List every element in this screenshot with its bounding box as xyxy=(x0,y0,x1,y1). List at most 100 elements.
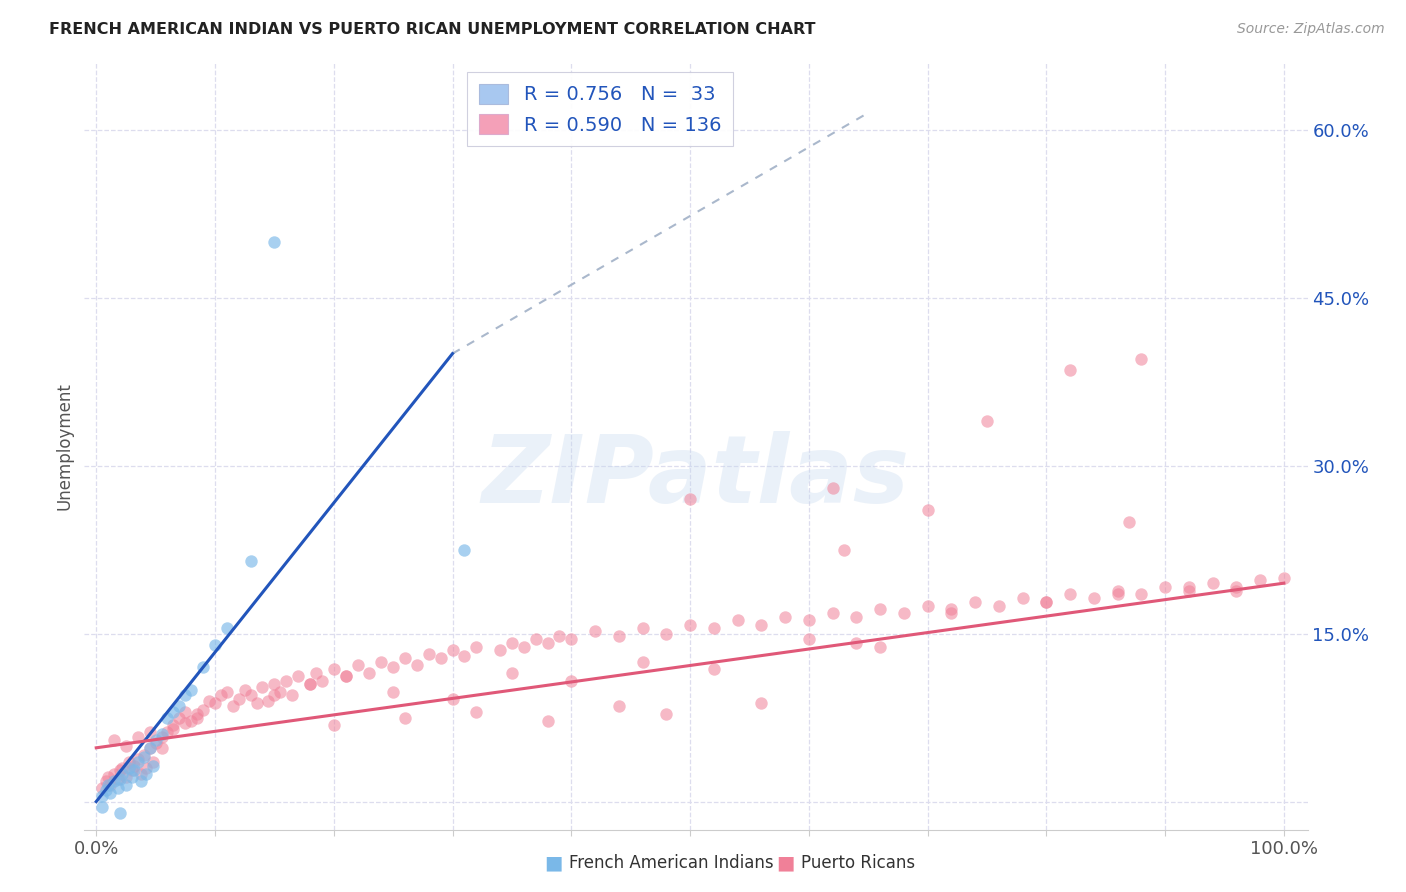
Point xyxy=(1225,580,1247,594)
Point xyxy=(1118,515,1140,529)
Point xyxy=(131,766,153,780)
Point xyxy=(406,657,429,672)
Point xyxy=(465,640,488,654)
Point xyxy=(429,651,451,665)
Point xyxy=(305,665,328,680)
Point xyxy=(548,629,571,643)
Text: FRENCH AMERICAN INDIAN VS PUERTO RICAN UNEMPLOYMENT CORRELATION CHART: FRENCH AMERICAN INDIAN VS PUERTO RICAN U… xyxy=(49,22,815,37)
Point xyxy=(121,763,143,777)
Point xyxy=(215,685,238,699)
Point xyxy=(156,710,179,724)
Point xyxy=(845,635,868,649)
Point xyxy=(107,781,129,796)
Point xyxy=(583,624,606,639)
Point xyxy=(1154,580,1177,594)
Point xyxy=(821,481,844,495)
Point xyxy=(103,766,125,780)
Point xyxy=(703,662,725,676)
Point xyxy=(655,626,678,640)
Point xyxy=(135,766,157,780)
Point xyxy=(138,740,160,755)
Point xyxy=(987,599,1010,613)
Point xyxy=(198,694,221,708)
Point xyxy=(180,682,202,697)
Text: Source: ZipAtlas.com: Source: ZipAtlas.com xyxy=(1237,22,1385,37)
Point xyxy=(156,725,179,739)
Point xyxy=(1272,571,1295,585)
Point xyxy=(845,609,868,624)
Point xyxy=(560,673,582,688)
Point xyxy=(94,774,117,789)
Point xyxy=(162,705,184,719)
Point xyxy=(1083,591,1105,605)
Text: Puerto Ricans: Puerto Ricans xyxy=(801,855,915,872)
Point xyxy=(298,677,321,691)
Point xyxy=(335,669,357,683)
Point xyxy=(239,688,262,702)
Point xyxy=(281,688,304,702)
Point xyxy=(138,725,160,739)
Point xyxy=(135,761,157,775)
Point xyxy=(727,613,749,627)
Point xyxy=(749,617,772,632)
Point xyxy=(115,739,138,753)
Point xyxy=(536,714,558,728)
Point xyxy=(145,736,167,750)
Point xyxy=(453,542,475,557)
Point xyxy=(118,756,141,770)
Point xyxy=(269,685,291,699)
Point xyxy=(103,733,125,747)
Point xyxy=(394,710,416,724)
Point xyxy=(115,778,138,792)
Point xyxy=(97,770,120,784)
Point xyxy=(893,607,915,621)
Point xyxy=(108,772,131,787)
Point xyxy=(631,621,654,635)
Point xyxy=(607,699,630,714)
Point xyxy=(186,710,208,724)
Point xyxy=(1130,352,1153,367)
Point xyxy=(513,640,536,654)
Point xyxy=(322,718,344,732)
Point xyxy=(103,774,125,789)
Point xyxy=(322,662,344,676)
Point xyxy=(239,554,262,568)
Point xyxy=(418,647,440,661)
Point xyxy=(169,710,191,724)
Point xyxy=(132,749,155,764)
Point xyxy=(180,714,202,728)
Legend: R = 0.756   N =  33, R = 0.590   N = 136: R = 0.756 N = 33, R = 0.590 N = 136 xyxy=(467,72,733,146)
Point xyxy=(204,638,226,652)
Point xyxy=(917,599,939,613)
Point xyxy=(127,756,149,770)
Point xyxy=(394,651,416,665)
Point xyxy=(263,235,285,249)
Point xyxy=(145,733,167,747)
Point xyxy=(263,677,285,691)
Point xyxy=(631,655,654,669)
Point xyxy=(169,699,191,714)
Point xyxy=(1107,587,1129,601)
Text: ■: ■ xyxy=(544,854,562,872)
Point xyxy=(228,691,250,706)
Point xyxy=(142,758,165,772)
Point xyxy=(1201,576,1223,591)
Point xyxy=(1059,587,1081,601)
Point xyxy=(174,705,197,719)
Point xyxy=(122,763,145,777)
Point xyxy=(773,609,796,624)
Point xyxy=(121,770,143,784)
Point xyxy=(115,770,138,784)
Point xyxy=(749,696,772,710)
Point xyxy=(162,722,184,736)
Point xyxy=(560,632,582,647)
Point xyxy=(127,730,149,744)
Point xyxy=(346,657,368,672)
Point xyxy=(453,648,475,663)
Point xyxy=(941,602,963,616)
Point xyxy=(100,778,122,792)
Point xyxy=(703,621,725,635)
Point xyxy=(382,685,405,699)
Point xyxy=(869,602,891,616)
Point xyxy=(607,629,630,643)
